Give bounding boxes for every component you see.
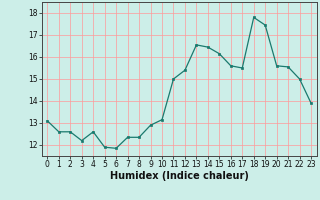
- X-axis label: Humidex (Indice chaleur): Humidex (Indice chaleur): [110, 171, 249, 181]
